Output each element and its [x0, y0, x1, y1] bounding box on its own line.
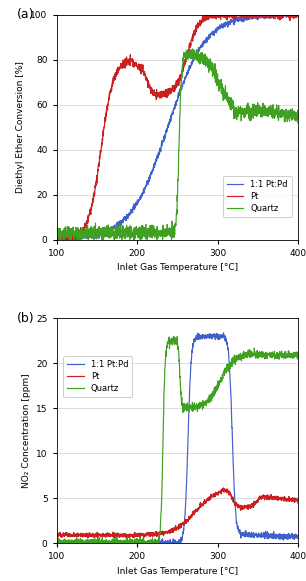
1:1 Pt:Pd — [55, 540, 58, 547]
1:1 Pt:Pd — [55, 235, 58, 242]
Quartz — [167, 230, 170, 237]
Y-axis label: NO₂ Concentration [ppm]: NO₂ Concentration [ppm] — [21, 374, 31, 488]
Line: Pt: Pt — [57, 15, 298, 239]
Line: 1:1 Pt:Pd: 1:1 Pt:Pd — [57, 333, 298, 543]
X-axis label: Inlet Gas Temperature [°C]: Inlet Gas Temperature [°C] — [117, 567, 238, 576]
Quartz — [297, 117, 300, 124]
Quartz — [74, 232, 77, 239]
1:1 Pt:Pd — [167, 540, 170, 547]
1:1 Pt:Pd — [222, 329, 225, 336]
Y-axis label: Diethyl Ether Conversion [%]: Diethyl Ether Conversion [%] — [16, 61, 25, 193]
Quartz — [158, 228, 161, 235]
Quartz — [167, 336, 170, 343]
Text: (a): (a) — [17, 8, 34, 21]
1:1 Pt:Pd — [162, 540, 166, 547]
Quartz — [55, 236, 58, 243]
Pt — [73, 531, 77, 538]
X-axis label: Inlet Gas Temperature [°C]: Inlet Gas Temperature [°C] — [117, 263, 238, 272]
Pt — [192, 27, 196, 34]
Pt — [86, 535, 90, 541]
Quartz — [191, 45, 195, 52]
Pt — [55, 235, 58, 242]
1:1 Pt:Pd — [57, 236, 61, 243]
Pt — [83, 533, 87, 540]
Pt — [167, 529, 170, 536]
1:1 Pt:Pd — [157, 539, 161, 546]
Pt — [55, 236, 59, 243]
1:1 Pt:Pd — [73, 538, 77, 545]
Quartz — [84, 540, 87, 547]
1:1 Pt:Pd — [162, 138, 166, 145]
1:1 Pt:Pd — [192, 53, 196, 60]
Pt — [297, 497, 300, 504]
1:1 Pt:Pd — [74, 236, 77, 243]
Legend: 1:1 Pt:Pd, Pt, Quartz: 1:1 Pt:Pd, Pt, Quartz — [63, 356, 132, 397]
Text: (b): (b) — [17, 311, 34, 325]
Quartz — [158, 532, 161, 539]
Quartz — [193, 401, 196, 408]
Pt — [206, 11, 210, 18]
1:1 Pt:Pd — [192, 335, 196, 342]
Line: Quartz: Quartz — [57, 49, 298, 239]
Quartz — [55, 540, 59, 547]
Pt — [167, 90, 170, 97]
Pt — [74, 236, 77, 243]
Quartz — [297, 350, 300, 357]
Pt — [162, 91, 166, 98]
Pt — [297, 12, 300, 19]
Quartz — [55, 536, 58, 543]
1:1 Pt:Pd — [297, 535, 300, 542]
Line: Pt: Pt — [57, 488, 298, 538]
1:1 Pt:Pd — [167, 121, 170, 128]
Pt — [222, 485, 225, 492]
Pt — [84, 221, 87, 228]
Pt — [158, 532, 161, 539]
Legend: 1:1 Pt:Pd, Pt, Quartz: 1:1 Pt:Pd, Pt, Quartz — [222, 176, 292, 217]
Quartz — [193, 52, 196, 59]
1:1 Pt:Pd — [84, 234, 87, 241]
Pt — [158, 88, 161, 95]
Pt — [192, 509, 196, 516]
Quartz — [58, 236, 61, 243]
Quartz — [162, 383, 166, 390]
1:1 Pt:Pd — [83, 538, 87, 545]
Quartz — [74, 536, 77, 543]
1:1 Pt:Pd — [158, 148, 161, 155]
Pt — [55, 533, 58, 540]
1:1 Pt:Pd — [297, 11, 300, 18]
Quartz — [172, 333, 176, 340]
Quartz — [162, 229, 166, 236]
1:1 Pt:Pd — [251, 11, 255, 18]
Line: Quartz: Quartz — [57, 336, 298, 543]
Line: 1:1 Pt:Pd: 1:1 Pt:Pd — [57, 15, 298, 239]
Pt — [162, 529, 166, 536]
Quartz — [84, 226, 87, 233]
